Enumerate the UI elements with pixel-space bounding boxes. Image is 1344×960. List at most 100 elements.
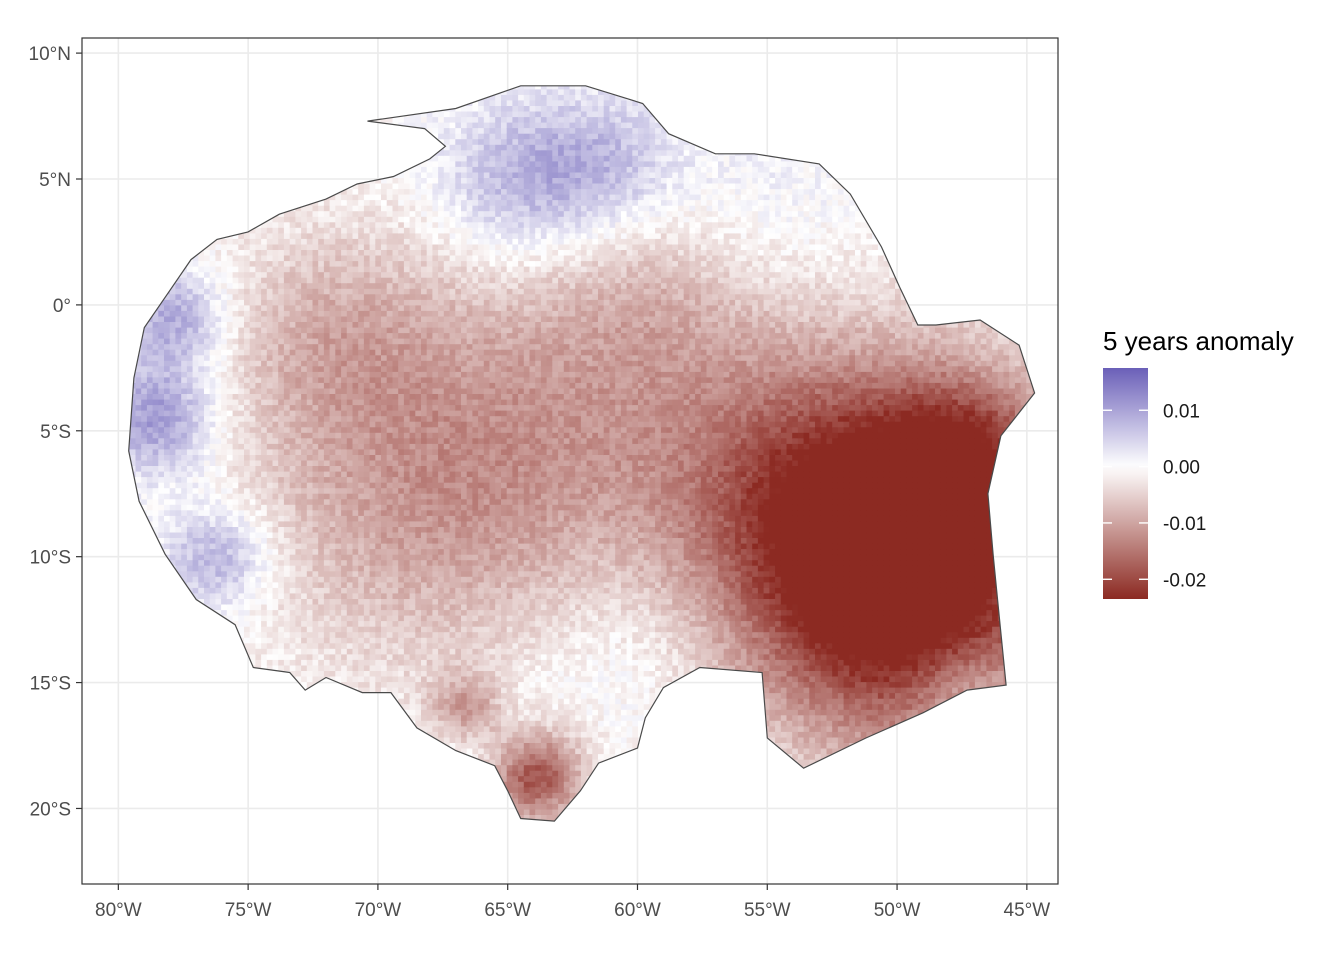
raster-cell <box>232 283 239 290</box>
raster-cell <box>278 654 285 661</box>
raster-cell <box>312 527 319 534</box>
raster-cell <box>272 371 279 378</box>
raster-cell <box>135 455 142 462</box>
raster-cell <box>181 388 188 395</box>
raster-cell <box>232 427 239 434</box>
raster-cell <box>272 310 279 317</box>
raster-cell <box>175 322 182 329</box>
raster-cell <box>198 593 205 600</box>
raster-cell <box>283 560 291 567</box>
raster-cell <box>141 405 148 412</box>
raster-cell <box>158 477 165 484</box>
raster-cell <box>169 394 176 401</box>
raster-cell <box>175 399 182 406</box>
raster-cell <box>312 582 319 589</box>
raster-cell <box>232 493 239 500</box>
raster-cell <box>198 382 205 389</box>
raster-cell <box>261 488 268 495</box>
raster-cell <box>272 405 279 412</box>
raster-cell <box>318 610 325 617</box>
raster-cell <box>289 222 296 229</box>
raster-cell <box>289 659 296 666</box>
raster-cell <box>209 333 216 340</box>
raster-cell <box>249 610 256 617</box>
raster-cell <box>244 344 251 351</box>
raster-cell <box>289 637 296 644</box>
raster-cell <box>204 261 211 268</box>
raster-cell <box>181 421 188 428</box>
raster-cell <box>175 488 182 495</box>
raster-cell <box>209 327 216 334</box>
raster-cell <box>295 294 302 301</box>
raster-cell <box>232 532 239 539</box>
raster-cell <box>209 493 216 500</box>
raster-cell <box>295 460 302 467</box>
raster-cell <box>192 338 199 345</box>
raster-cell <box>152 355 159 362</box>
raster-cell <box>198 360 205 367</box>
raster-cell <box>278 615 285 622</box>
raster-cell <box>226 327 234 334</box>
raster-cell <box>192 322 199 329</box>
raster-cell <box>244 560 251 567</box>
raster-cell <box>283 410 291 417</box>
raster-cell <box>186 344 194 351</box>
raster-cell <box>221 521 228 528</box>
raster-cell <box>135 488 142 495</box>
raster-cell <box>186 333 194 340</box>
raster-cell <box>301 587 308 594</box>
raster-cell <box>278 338 285 345</box>
raster-cell <box>278 349 285 356</box>
raster-cell <box>244 626 251 633</box>
raster-cell <box>175 499 182 506</box>
raster-cell <box>278 399 285 406</box>
raster-cell <box>226 599 234 606</box>
raster-cell <box>301 211 308 218</box>
raster-cell <box>192 305 199 312</box>
raster-cell <box>198 560 205 567</box>
raster-cell <box>283 576 291 583</box>
raster-cell <box>192 310 199 317</box>
raster-cell <box>301 305 308 312</box>
raster-cell <box>272 471 279 478</box>
raster-cell <box>261 244 268 251</box>
raster-cell <box>255 255 262 262</box>
raster-cell <box>306 521 314 528</box>
raster-cell <box>238 576 245 583</box>
raster-cell <box>169 338 176 345</box>
raster-cell <box>152 410 159 417</box>
raster-cell <box>261 310 268 317</box>
raster-cell <box>175 504 182 511</box>
raster-cell <box>238 587 245 594</box>
raster-cell <box>283 349 291 356</box>
raster-cell <box>192 355 199 362</box>
raster-cell <box>238 493 245 500</box>
raster-cell <box>215 333 222 340</box>
raster-cell <box>244 438 251 445</box>
raster-cell <box>215 510 222 517</box>
raster-cell <box>301 371 308 378</box>
raster-cell <box>312 322 319 329</box>
raster-cell <box>198 388 205 395</box>
raster-cell <box>278 643 285 650</box>
raster-cell <box>226 283 234 290</box>
raster-cell <box>249 438 256 445</box>
raster-cell <box>318 277 325 284</box>
raster-cell <box>221 388 228 395</box>
raster-cell <box>232 593 239 600</box>
raster-cell <box>158 377 165 384</box>
raster-cell <box>152 510 159 517</box>
raster-cell <box>283 455 291 462</box>
raster-cell <box>261 643 268 650</box>
raster-cell <box>232 560 239 567</box>
raster-cell <box>244 388 251 395</box>
raster-cell <box>141 504 148 511</box>
raster-cell <box>295 283 302 290</box>
raster-cell <box>306 682 314 689</box>
raster-cell <box>244 637 251 644</box>
raster-cell <box>272 582 279 589</box>
raster-cell <box>301 394 308 401</box>
raster-cell <box>181 466 188 473</box>
raster-cell <box>141 410 148 417</box>
raster-cell <box>255 643 262 650</box>
